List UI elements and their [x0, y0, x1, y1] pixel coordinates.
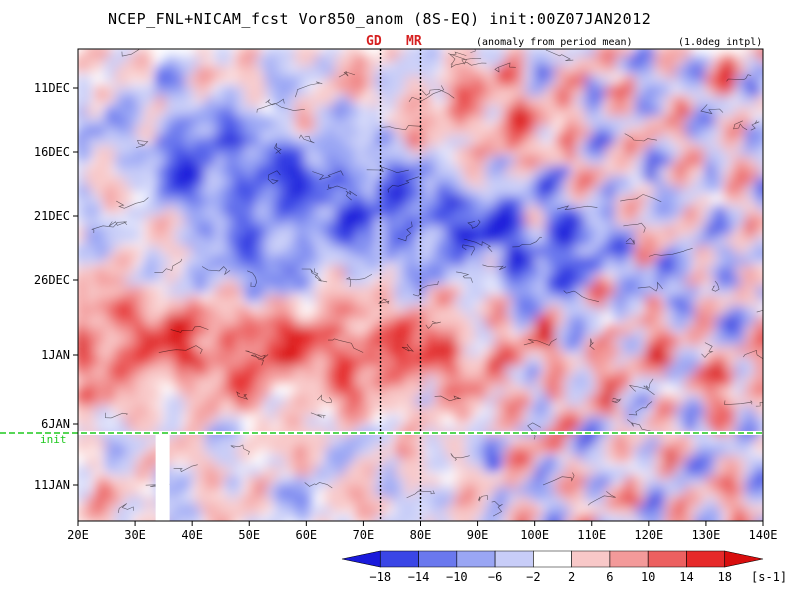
- x-tick-label: 140E: [749, 528, 778, 542]
- colorbar-segment: [647, 550, 687, 568]
- x-tick-label: 100E: [520, 528, 549, 542]
- x-tick-label: 120E: [634, 528, 663, 542]
- missing-data-gap: [155, 434, 170, 521]
- colorbar-label: −6: [488, 570, 502, 584]
- colorbar: −18 −14 −10 −6 −2 2 6 10 14 18 [s-1]: [341, 550, 787, 584]
- x-tick-label: 40E: [181, 528, 203, 542]
- x-tick-label: 50E: [238, 528, 260, 542]
- colorbar-segment: [379, 550, 419, 568]
- overlays: init: [0, 49, 763, 521]
- colorbar-segment: [494, 550, 534, 568]
- y-tick-label: 11DEC: [34, 81, 70, 95]
- gd-marker-label: GD: [366, 34, 382, 49]
- x-tick-label: 30E: [124, 528, 146, 542]
- colorbar-unit: [s-1]: [751, 570, 787, 584]
- colorbar-label: −10: [446, 570, 468, 584]
- colorbar-label: −14: [408, 570, 430, 584]
- x-tick-label: 60E: [295, 528, 317, 542]
- colorbar-segment: [456, 550, 496, 568]
- y-tick-label: 21DEC: [34, 209, 70, 223]
- y-tick-label: 26DEC: [34, 273, 70, 287]
- colorbar-label: 14: [679, 570, 693, 584]
- init-label: init: [40, 433, 67, 446]
- colorbar-segment: [341, 550, 381, 568]
- colorbar-label: 6: [606, 570, 613, 584]
- vorticity-field: [78, 49, 763, 521]
- x-tick-label: 20E: [67, 528, 89, 542]
- colorbar-label: −2: [526, 570, 540, 584]
- colorbar-segment: [571, 550, 611, 568]
- colorbar-segment: [686, 550, 726, 568]
- colorbar-label: −18: [369, 570, 391, 584]
- y-tick-label: 16DEC: [34, 145, 70, 159]
- anomaly-note: (anomaly from period mean): [476, 37, 633, 48]
- x-tick-label: 130E: [691, 528, 720, 542]
- chart-title: NCEP_FNL+NICAM_fcst Vor850_anom (8S-EQ) …: [108, 10, 652, 28]
- colorbar-label: 10: [641, 570, 655, 584]
- y-tick-label: 1JAN: [41, 348, 70, 362]
- x-tick-label: 110E: [577, 528, 606, 542]
- interpolation-note: (1.0deg intpl): [678, 37, 763, 48]
- colorbar-segment: [418, 550, 458, 568]
- x-tick-label: 70E: [353, 528, 375, 542]
- y-tick-label: 11JAN: [34, 478, 70, 492]
- colorbar-segment: [533, 550, 572, 568]
- colorbar-label: 2: [568, 570, 575, 584]
- y-axis: 11DEC 16DEC 21DEC 26DEC 1JAN 6JAN 11JAN: [34, 81, 78, 492]
- colorbar-label: 18: [718, 570, 732, 584]
- mr-marker-label: MR: [406, 34, 422, 49]
- colorbar-segment: [724, 550, 764, 568]
- x-tick-label: 90E: [467, 528, 489, 542]
- x-axis: 20E 30E 40E 50E 60E 70E 80E 90E 100E 110E 120E 130E…: [67, 521, 777, 542]
- colorbar-segment: [609, 550, 649, 568]
- x-tick-label: 80E: [410, 528, 432, 542]
- y-tick-label: 6JAN: [41, 417, 70, 431]
